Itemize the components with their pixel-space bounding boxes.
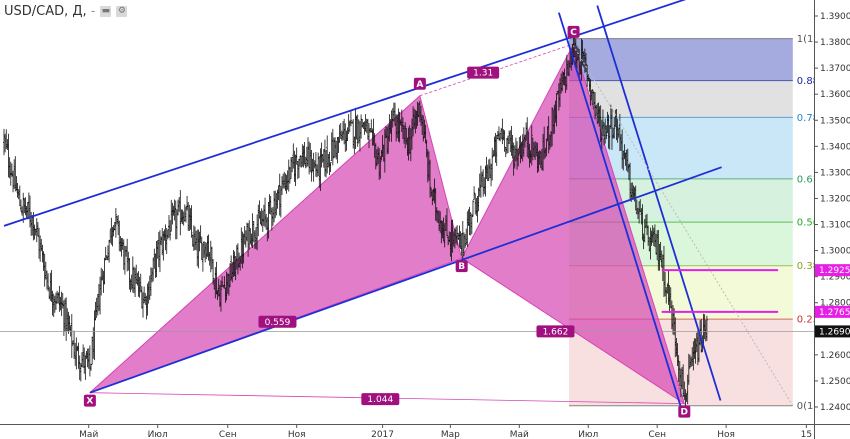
- minimize-icon[interactable]: ▬: [100, 5, 112, 17]
- ratio-tag: [361, 393, 400, 406]
- pattern-point-label: C: [570, 28, 577, 38]
- ratio-label: 1.662: [543, 327, 569, 337]
- pattern-point-marker: [678, 405, 691, 418]
- pattern-point-marker: [83, 394, 96, 407]
- time-tick-label: Сен: [219, 430, 237, 439]
- ratio-label: 0.559: [265, 318, 291, 328]
- price-tick-label: 1.3600: [820, 90, 850, 100]
- header-separator: -: [90, 3, 96, 19]
- ratio-tag: [258, 315, 297, 328]
- pattern-point-label: D: [681, 408, 688, 418]
- price-tick-label: 1.2900: [820, 273, 850, 283]
- price-tick-label: 1.2400: [820, 403, 850, 413]
- time-tick-label: Мар: [441, 430, 460, 439]
- price-tick-label: 1.3500: [820, 116, 850, 126]
- price-tick-label: 1.3900: [820, 12, 850, 22]
- price-tag: [815, 325, 850, 338]
- price-tag: [815, 305, 850, 318]
- pattern-point-label: X: [86, 397, 93, 407]
- price-tick-label: 1.3100: [820, 221, 850, 231]
- price-tick-label: 1.3000: [820, 247, 850, 257]
- lower-channel-line: [89, 166, 722, 394]
- price-axis-pane: [814, 0, 850, 439]
- time-tick-label: 15: [801, 430, 812, 439]
- price-tick-label: 1.2600: [820, 351, 850, 361]
- time-tick-label: Ноя: [288, 430, 306, 439]
- price-tick-label: 1.3400: [820, 142, 850, 152]
- symbol-label: USD/CAD, Д,: [4, 3, 87, 19]
- price-tick-label: 1.3800: [820, 38, 850, 48]
- price-tag-label: 1.2690: [819, 327, 850, 337]
- pattern-point-marker: [455, 260, 468, 273]
- ratio-tag: [467, 66, 500, 79]
- price-tick-label: 1.2800: [820, 299, 850, 309]
- time-tick-label: Сен: [648, 430, 666, 439]
- price-tag: [815, 264, 850, 277]
- pattern-point-marker: [567, 25, 580, 38]
- pattern-point-label: A: [416, 80, 423, 90]
- price-tag-label: 1.2925: [819, 266, 850, 276]
- settings-icon[interactable]: ⚙: [116, 5, 128, 17]
- price-tick-label: 1.3200: [820, 194, 850, 204]
- price-tag-label: 1.2765: [819, 308, 850, 318]
- trendlines: [0, 0, 814, 412]
- price-tick-label: 1.3300: [820, 168, 850, 178]
- price-axis: 1.3900 1.3800 1.3700 1.3600 1.3500 1.3400 1.33…: [814, 0, 850, 439]
- time-tick-label: Июл: [148, 430, 168, 439]
- price-tick-label: 1.3700: [820, 64, 850, 74]
- fib-zone: [569, 80, 793, 118]
- descending-line-2: [596, 5, 722, 401]
- harmonic-labels: 1.31 0.559 1.662 1.044 X A B C D: [83, 25, 691, 418]
- pattern-point-label: B: [458, 262, 465, 272]
- time-tick-label: 2017: [371, 430, 394, 439]
- ratio-tag: [536, 325, 575, 338]
- symbol-header: USD/CAD, Д, - ▬ ⚙: [0, 0, 132, 22]
- price-tick-label: 1.2500: [820, 377, 850, 387]
- pattern-point-marker: [413, 77, 426, 90]
- candlestick-series: [3, 34, 708, 412]
- fib-zone: [569, 38, 793, 81]
- descending-line-1: [558, 12, 683, 412]
- time-tick-label: Май: [510, 430, 529, 439]
- time-tick-label: Ноя: [717, 430, 735, 439]
- time-tick-label: Июл: [578, 430, 598, 439]
- ratio-label: 1.31: [473, 69, 493, 79]
- time-tick-label: Май: [79, 430, 98, 439]
- time-axis: Май Июл Сен Ноя 2017 Мар Май Июл Сен Ноя 15: [0, 424, 850, 439]
- ratio-label: 1.044: [367, 395, 393, 405]
